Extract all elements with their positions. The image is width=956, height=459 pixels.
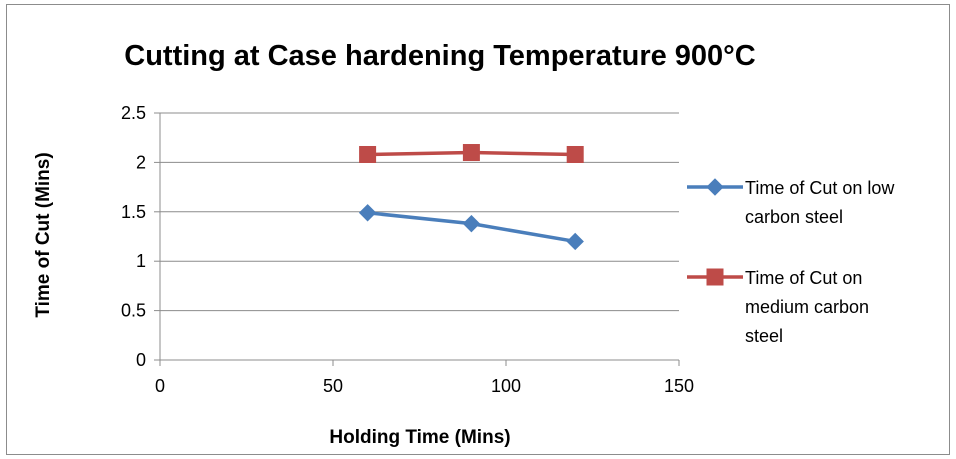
series-1 bbox=[358, 204, 584, 251]
legend-item-2: Time of Cut on medium carbon steel bbox=[687, 268, 869, 346]
series-2 bbox=[359, 144, 584, 163]
x-tick-labels: 0 50 100 150 bbox=[155, 376, 694, 396]
x-tick-label: 100 bbox=[491, 376, 521, 396]
chart-title: Cutting at Case hardening Temperature 90… bbox=[124, 40, 756, 72]
y-axis-title: Time of Cut (Mins) bbox=[33, 152, 54, 317]
y-tick-label: 1.5 bbox=[121, 202, 146, 222]
chart-svg: Cutting at Case hardening Temperature 90… bbox=[33, 40, 895, 448]
legend-label: Time of Cut on low bbox=[745, 178, 895, 198]
y-tick-label: 1 bbox=[136, 251, 146, 271]
x-axis-title: Holding Time (Mins) bbox=[329, 427, 510, 448]
data-point bbox=[462, 214, 481, 233]
legend-label: medium carbon bbox=[745, 297, 869, 317]
data-point bbox=[359, 145, 377, 163]
axes-layer bbox=[154, 112, 680, 366]
y-tick-labels: 0 0.5 1 1.5 2 2.5 bbox=[121, 103, 146, 370]
data-point bbox=[566, 145, 584, 163]
legend-marker bbox=[706, 178, 724, 196]
data-point bbox=[358, 204, 377, 222]
data-point bbox=[462, 144, 480, 162]
data-point bbox=[566, 232, 584, 251]
series-layer bbox=[358, 144, 584, 251]
legend-label: Time of Cut on bbox=[745, 268, 862, 288]
legend-marker bbox=[706, 268, 724, 286]
x-tick-label: 0 bbox=[155, 376, 165, 396]
y-tick-label: 2 bbox=[136, 152, 146, 172]
legend-label: steel bbox=[745, 326, 783, 346]
y-tick-label: 0 bbox=[136, 350, 146, 370]
legend-label: carbon steel bbox=[745, 207, 843, 227]
x-tick-label: 150 bbox=[664, 376, 694, 396]
legend-item-1: Time of Cut on low carbon steel bbox=[687, 178, 895, 227]
chart-frame: Cutting at Case hardening Temperature 90… bbox=[6, 4, 950, 455]
grid-layer bbox=[160, 112, 679, 312]
y-tick-label: 2.5 bbox=[121, 103, 146, 123]
y-tick-label: 0.5 bbox=[121, 301, 146, 321]
x-tick-label: 50 bbox=[323, 376, 343, 396]
